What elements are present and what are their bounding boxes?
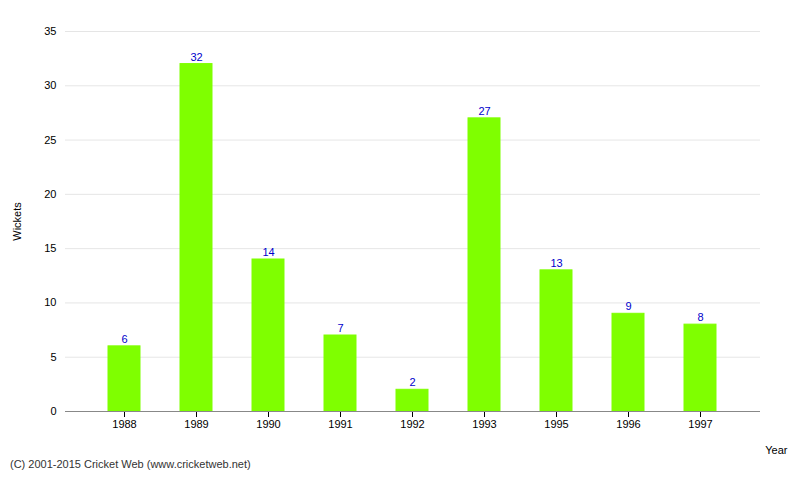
html-text:(C) 2001-2015 Cricket Web (www: (C) 2001-2015 Cricket Web (www.cricketwe… [10,458,251,470]
svg-text:7: 7 [337,322,343,334]
svg-text:1993: 1993 [472,418,496,430]
svg-text:15: 15 [44,242,56,254]
svg-text:27: 27 [478,105,490,117]
svg-text:14: 14 [262,246,274,258]
svg-text:30: 30 [44,79,56,91]
svg-text:20: 20 [44,188,56,200]
svg-text:0: 0 [50,405,56,417]
svg-text:2: 2 [409,376,415,388]
svg-text:32: 32 [190,51,202,63]
svg-text:9: 9 [625,300,631,312]
svg-text:35: 35 [44,25,56,37]
svg-text:1997: 1997 [688,418,712,430]
svg-text:1989: 1989 [184,418,208,430]
svg-text:10: 10 [44,296,56,308]
svg-text:Wickets: Wickets [11,202,23,241]
svg-text:1995: 1995 [544,418,568,430]
svg-text:13: 13 [550,257,562,269]
svg-text:5: 5 [50,351,56,363]
svg-text:1990: 1990 [256,418,280,430]
svg-text:25: 25 [44,134,56,146]
svg-text:6: 6 [121,333,127,345]
svg-text:1992: 1992 [400,418,424,430]
svg-text:8: 8 [697,311,703,323]
svg-text:1996: 1996 [616,418,640,430]
svg-text:1988: 1988 [112,418,136,430]
svg-text:1991: 1991 [328,418,352,430]
svg-text:Year: Year [765,444,788,456]
